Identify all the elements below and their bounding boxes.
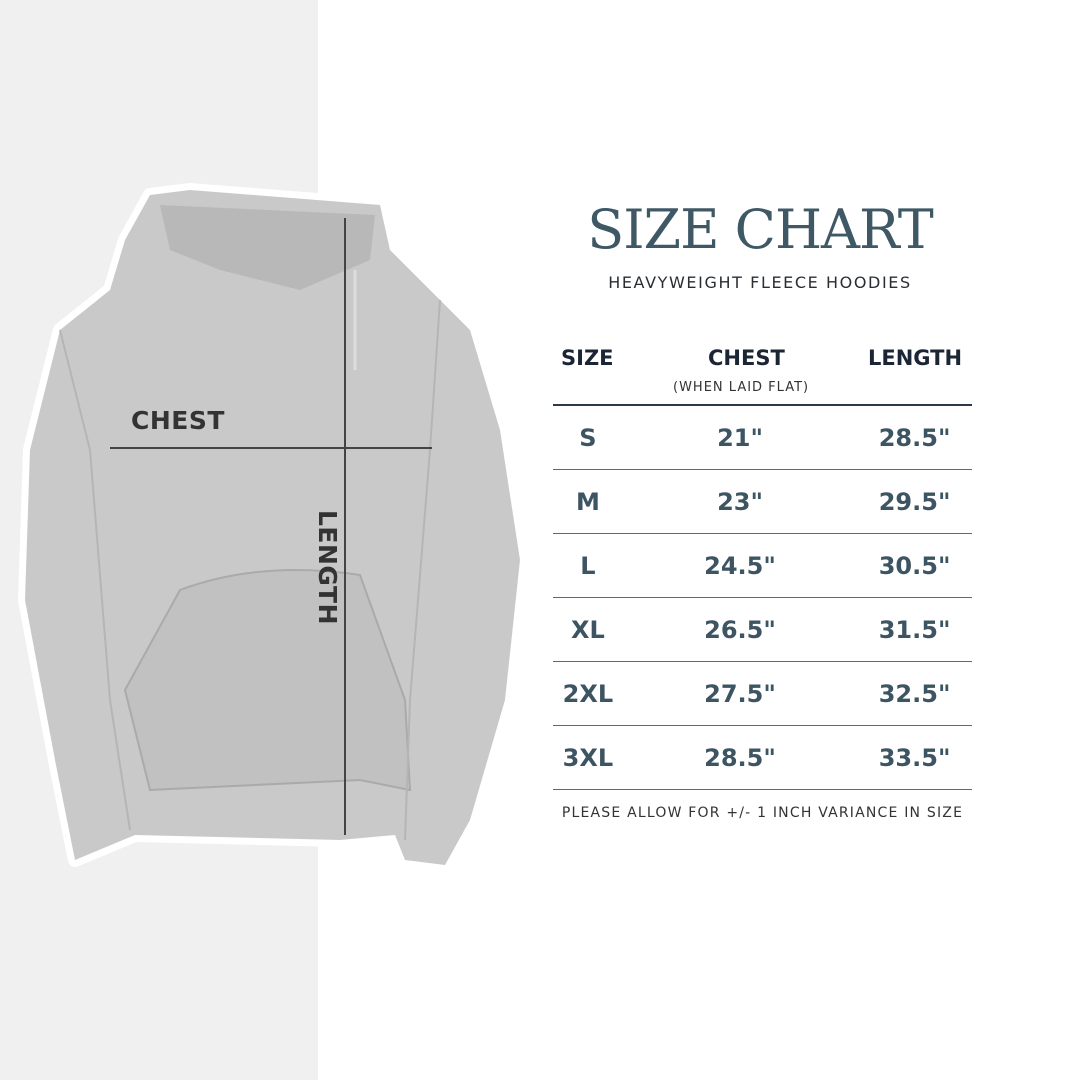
size-cell: M: [575, 487, 600, 516]
header-length: LENGTH: [868, 346, 963, 370]
length-cell: 30.5": [878, 551, 951, 580]
footnote: PLEASE ALLOW FOR +/- 1 INCH VARIANCE IN …: [561, 805, 964, 821]
length-cell: 31.5": [878, 615, 951, 644]
table-row: L 24.5" 30.5": [553, 534, 972, 598]
size-cell: 3XL: [562, 743, 614, 772]
chest-note: (WHEN LAID FLAT): [673, 380, 810, 395]
chest-cell: 27.5": [704, 679, 776, 708]
size-table: SIZE CHEST LENGTH (WHEN LAID FLAT) S 21" 2…: [553, 340, 972, 790]
page-title: SIZE CHART: [587, 198, 934, 261]
table-row: XL 26.5" 31.5": [553, 598, 972, 662]
length-cell: 29.5": [878, 487, 951, 516]
subtitle: HEAVYWEIGHT FLEECE HOODIES: [608, 273, 912, 292]
chest-label: CHEST: [131, 406, 225, 435]
table-row: 3XL 28.5" 33.5": [553, 726, 972, 790]
hoodie-image: [25, 190, 520, 865]
table-header: SIZE CHEST LENGTH (WHEN LAID FLAT): [553, 340, 972, 406]
chest-cell: 26.5": [704, 615, 776, 644]
size-cell: L: [580, 551, 596, 580]
size-cell: 2XL: [562, 679, 614, 708]
header-size: SIZE: [561, 346, 614, 370]
length-cell: 33.5": [878, 743, 951, 772]
chest-cell: 24.5": [704, 551, 776, 580]
length-cell: 32.5": [878, 679, 951, 708]
size-cell: S: [579, 423, 597, 452]
length-label: LENGTH: [313, 510, 342, 625]
length-cell: 28.5": [878, 423, 951, 452]
chest-cell: 23": [717, 487, 763, 516]
chest-cell: 21": [717, 423, 763, 452]
table-row: M 23" 29.5": [553, 470, 972, 534]
table-row: 2XL 27.5" 32.5": [553, 662, 972, 726]
table-row: S 21" 28.5": [553, 406, 972, 470]
header-chest: CHEST: [708, 346, 785, 370]
chest-cell: 28.5": [704, 743, 776, 772]
size-cell: XL: [571, 615, 605, 644]
